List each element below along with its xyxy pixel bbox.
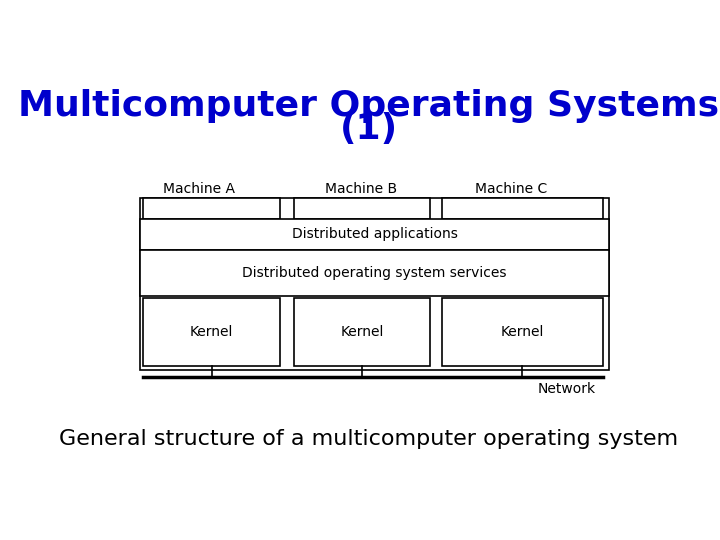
Bar	[143, 298, 279, 366]
Text: Distributed operating system services: Distributed operating system services	[243, 266, 507, 280]
Bar	[294, 298, 431, 366]
Text: Machine B: Machine B	[325, 182, 397, 196]
Bar	[441, 298, 603, 366]
Text: Kernel: Kernel	[501, 325, 544, 339]
Bar	[140, 250, 609, 295]
Bar	[140, 198, 609, 370]
Text: Multicomputer Operating Systems: Multicomputer Operating Systems	[19, 90, 719, 123]
Text: Kernel: Kernel	[341, 325, 384, 339]
Text: Machine C: Machine C	[475, 182, 547, 196]
Text: Distributed applications: Distributed applications	[292, 227, 457, 241]
Text: Kernel: Kernel	[190, 325, 233, 339]
Bar	[143, 198, 279, 219]
Text: Network: Network	[538, 382, 596, 396]
Text: Machine A: Machine A	[163, 182, 235, 196]
Bar	[294, 198, 431, 219]
Text: General structure of a multicomputer operating system: General structure of a multicomputer ope…	[60, 429, 678, 449]
Bar	[140, 219, 609, 250]
Text: (1): (1)	[340, 112, 398, 146]
Bar	[441, 198, 603, 219]
